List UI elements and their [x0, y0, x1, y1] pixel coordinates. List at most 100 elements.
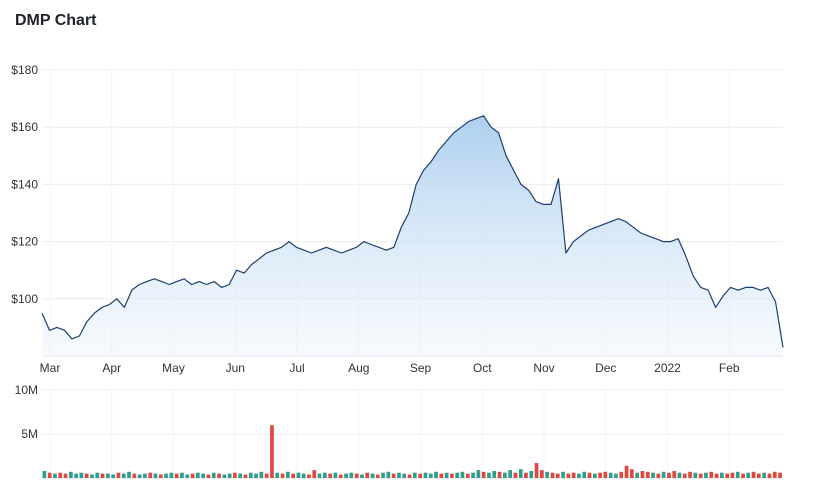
- x-tick-label: May: [162, 361, 185, 375]
- volume-bar: [328, 473, 332, 478]
- volume-bar: [455, 472, 459, 478]
- volume-bar: [497, 471, 502, 478]
- volume-bar: [619, 471, 624, 478]
- x-tick-label: Aug: [348, 361, 369, 375]
- volume-bar: [111, 474, 115, 478]
- volume-bar: [79, 472, 84, 478]
- x-tick-label: 2022: [654, 361, 681, 375]
- volume-bar: [211, 472, 216, 478]
- volume-bar: [635, 472, 639, 478]
- volume-tick-label: 5M: [21, 427, 38, 441]
- volume-bar: [661, 471, 666, 478]
- volume-bar: [434, 471, 438, 478]
- volume-bar: [571, 472, 576, 478]
- price-line: [41, 115, 784, 348]
- volume-bar: [206, 474, 211, 478]
- volume-bar: [413, 472, 417, 478]
- volume-bar: [84, 473, 89, 478]
- volume-bar: [598, 472, 602, 478]
- volume-bar: [317, 473, 322, 478]
- volume-bar: [730, 472, 735, 478]
- volume-bar: [593, 473, 597, 478]
- volume-bar: [476, 470, 481, 478]
- volume-bar: [545, 471, 549, 478]
- volume-y-axis: 5M 10M: [15, 383, 38, 441]
- volume-bar: [698, 473, 703, 478]
- volume-bar: [217, 473, 221, 478]
- volume-bar: [259, 471, 264, 478]
- volume-bar: [518, 469, 523, 478]
- volume-bar: [106, 473, 110, 478]
- volume-bar: [746, 472, 751, 478]
- volume-bar: [190, 473, 195, 478]
- volume-bar: [275, 472, 280, 478]
- volume-bar: [741, 473, 745, 478]
- volume-bar: [58, 472, 63, 478]
- volume-bar: [524, 472, 528, 478]
- volume-bar: [682, 473, 687, 478]
- y-tick-label: $160: [11, 120, 38, 134]
- volume-bar: [582, 471, 587, 478]
- volume-bar: [465, 473, 470, 478]
- volume-bar: [386, 471, 391, 478]
- volume-bar: [391, 473, 396, 478]
- volume-bar: [47, 472, 52, 478]
- volume-bar: [561, 471, 565, 478]
- volume-bar: [423, 472, 428, 478]
- volume-bar: [238, 473, 242, 478]
- volume-bar: [153, 473, 158, 478]
- volume-bar: [74, 473, 78, 478]
- volume-bar: [291, 473, 295, 478]
- volume-bar: [428, 473, 433, 478]
- volume-bar: [757, 473, 761, 478]
- volume-bar: [280, 473, 285, 478]
- volume-bar: [196, 472, 200, 478]
- volume-tick-label: 10M: [15, 383, 38, 397]
- price-area: [42, 115, 783, 356]
- volume-bar: [63, 473, 68, 478]
- volume-bar: [354, 473, 359, 478]
- volume-bar: [672, 471, 677, 478]
- volume-bar: [645, 471, 650, 478]
- volume-bar: [307, 474, 311, 478]
- volume-bar: [169, 472, 174, 478]
- volume-bars: [42, 425, 782, 478]
- volume-bar: [720, 472, 724, 478]
- volume-bar: [148, 472, 153, 478]
- volume-bar: [296, 472, 301, 478]
- volume-bar: [143, 473, 147, 478]
- volume-bar: [555, 473, 560, 478]
- x-tick-label: Dec: [595, 361, 616, 375]
- volume-bar: [714, 473, 719, 478]
- volume-bar: [487, 472, 491, 478]
- volume-bar: [100, 473, 105, 478]
- volume-bar: [677, 472, 682, 478]
- volume-bar: [127, 471, 131, 478]
- volume-bar: [254, 473, 258, 478]
- y-tick-label: $140: [11, 177, 38, 191]
- volume-bar: [233, 472, 237, 478]
- volume-bar: [640, 471, 645, 478]
- volume-bar: [69, 471, 73, 478]
- volume-grid-lines: [42, 389, 783, 479]
- y-tick-label: $180: [11, 63, 38, 77]
- volume-bar: [656, 473, 661, 478]
- volume-bar: [630, 469, 634, 478]
- volume-bar: [492, 471, 497, 478]
- x-tick-label: Apr: [102, 361, 121, 375]
- volume-bar: [508, 470, 512, 478]
- volume-bar: [762, 472, 766, 478]
- volume-bar: [534, 463, 539, 478]
- volume-bar: [323, 472, 327, 478]
- volume-bar: [577, 473, 581, 478]
- volume-bar: [158, 474, 163, 478]
- date-x-axis: Mar Apr May Jun Jul Aug Sep Oct Nov Dec 2022 Feb: [40, 361, 740, 375]
- volume-bar: [375, 474, 380, 478]
- volume-bar: [137, 474, 142, 478]
- volume-bar: [42, 471, 47, 478]
- x-tick-label: Jun: [226, 361, 245, 375]
- volume-bar: [651, 472, 655, 478]
- volume-bar: [778, 472, 782, 478]
- volume-bar: [243, 474, 248, 478]
